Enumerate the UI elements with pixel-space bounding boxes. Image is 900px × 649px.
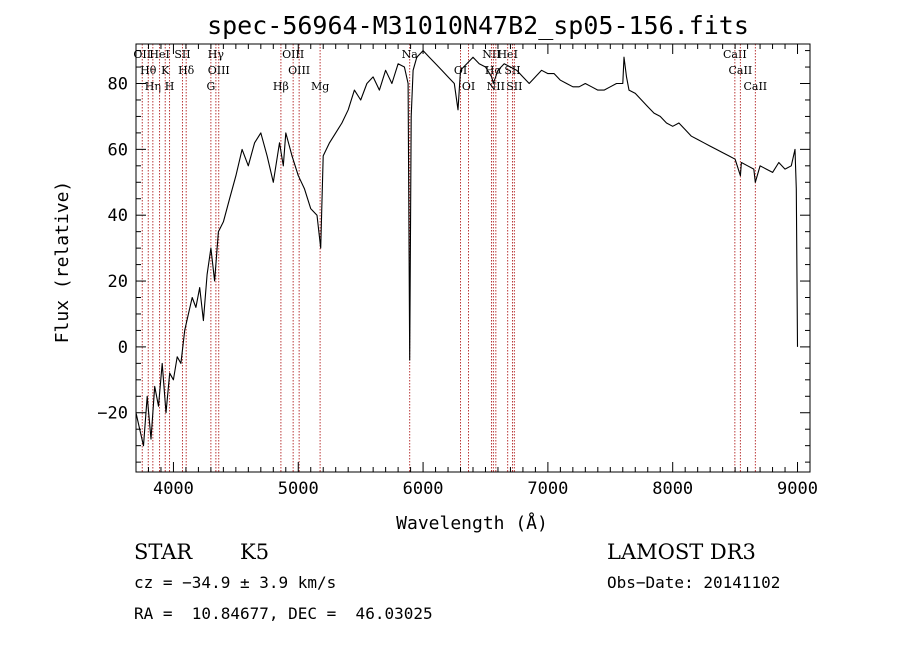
y-tick-label: 20 xyxy=(108,272,128,292)
spectral-line-label: Hθ xyxy=(140,64,157,77)
spectral-line-label: CaII xyxy=(743,80,767,93)
spectral-line-label: K xyxy=(161,64,170,77)
x-tick-label: 9000 xyxy=(777,479,818,499)
spectral-line-label: Na xyxy=(402,48,419,61)
spectrum-line xyxy=(135,50,799,447)
spectral-line-label: SII xyxy=(174,48,190,61)
spectral-line-label: Hβ xyxy=(273,80,289,93)
spectral-line-label: OIII xyxy=(288,64,310,77)
x-tick-label: 5000 xyxy=(278,479,319,499)
x-tick-label: 8000 xyxy=(652,479,693,499)
y-tick-label: −20 xyxy=(97,404,128,424)
spectral-line-label: SII xyxy=(504,64,520,77)
spectral-line-label: Hγ xyxy=(208,48,225,61)
plot-frame xyxy=(135,43,811,473)
spectral-line-label: OIII xyxy=(208,64,230,77)
y-tick-label: 40 xyxy=(108,206,128,226)
x-tick-label: 7000 xyxy=(527,479,568,499)
y-tick-label: 0 xyxy=(118,338,128,358)
object-class: STAR xyxy=(134,540,193,564)
spectral-line-label: Hη xyxy=(145,80,161,93)
chart-title: spec-56964-M31010N47B2_sp05-156.fits xyxy=(207,11,749,40)
x-tick-label: 6000 xyxy=(403,479,444,499)
spectral-line-label: CaII xyxy=(723,48,747,61)
spectral-line-label: OII xyxy=(133,48,151,61)
x-tick-label: 4000 xyxy=(153,479,194,499)
spectral-line-label: SII xyxy=(506,80,522,93)
object-subclass: K5 xyxy=(240,540,270,564)
redshift-velocity: cz = −34.9 ± 3.9 km/s xyxy=(134,573,337,592)
sky-coordinates: RA = 10.84677, DEC = 46.03025 xyxy=(134,604,433,623)
spectral-line-label: Mg xyxy=(311,80,329,93)
y-axis-label: Flux (relative) xyxy=(52,181,73,344)
y-tick-label: 60 xyxy=(108,140,128,160)
spectral-line-label: G xyxy=(206,80,215,93)
spectral-line-label: NII xyxy=(487,80,505,93)
spectral-line-label: HeI xyxy=(149,48,169,61)
spectral-line-label: OIII xyxy=(282,48,304,61)
y-tick-label: 80 xyxy=(108,75,128,95)
spectral-line-label: Hδ xyxy=(178,64,195,77)
survey-name: LAMOST DR3 xyxy=(607,540,756,564)
spectral-line-label: HeI xyxy=(497,48,517,61)
x-axis-label: Wavelength (Å) xyxy=(396,512,548,534)
spectral-line-label: CaII xyxy=(729,64,753,77)
spectral-line-label: OI xyxy=(462,80,475,93)
plot-area: OIIHθHηHeIKHSIIHδGHγOIIIHβOIIIOIIIMgNaOI… xyxy=(97,43,818,499)
spectral-line-label: H xyxy=(165,80,175,93)
observation-date: Obs−Date: 20141102 xyxy=(607,573,781,592)
